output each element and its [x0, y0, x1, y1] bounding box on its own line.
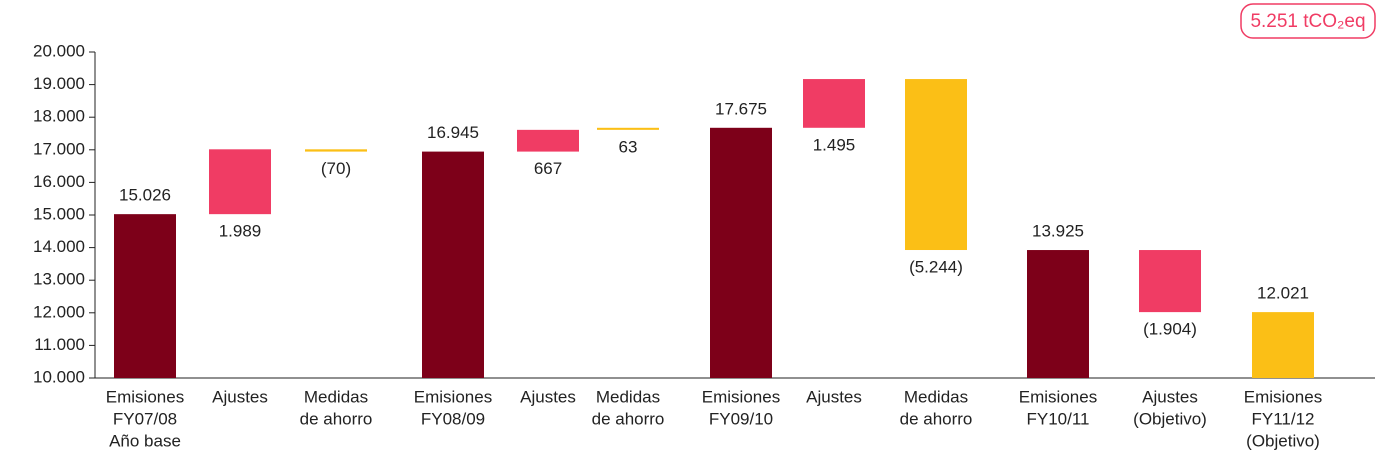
y-tick-label: 19.000	[33, 74, 85, 93]
value-label: 15.026	[119, 186, 171, 205]
x-tick-label: Ajustes	[806, 387, 862, 406]
y-tick-label: 18.000	[33, 107, 85, 126]
value-label: (70)	[321, 159, 351, 178]
bar	[114, 214, 176, 378]
x-tick-label: (Objetivo)	[1133, 409, 1207, 428]
value-label: 1.989	[219, 222, 262, 241]
value-label: 12.021	[1257, 284, 1309, 303]
badge-frame	[1240, 3, 1376, 39]
x-tick-label: Medidas	[596, 387, 660, 406]
x-tick-label: Emisiones	[106, 387, 184, 406]
y-tick-label: 13.000	[33, 270, 85, 289]
value-label: 17.675	[715, 99, 767, 118]
bar	[710, 127, 772, 378]
y-tick-label: 20.000	[33, 41, 85, 60]
value-label: 16.945	[427, 123, 479, 142]
bar	[597, 127, 659, 130]
x-tick-label: Ajustes	[1142, 387, 1198, 406]
x-tick-label: Emisiones	[702, 387, 780, 406]
x-tick-label: de ahorro	[900, 409, 973, 428]
value-label: (1.904)	[1143, 320, 1197, 339]
bar	[1139, 250, 1201, 313]
y-tick-label: 15.000	[33, 204, 85, 223]
x-tick-label: Medidas	[304, 387, 368, 406]
value-label: 1.495	[813, 135, 856, 154]
bar	[305, 149, 367, 152]
x-tick-label: Emisiones	[414, 387, 492, 406]
value-label: 667	[534, 159, 562, 178]
value-label: 63	[619, 137, 638, 156]
y-tick-label: 14.000	[33, 237, 85, 256]
x-tick-label: FY10/11	[1026, 409, 1089, 428]
x-tick-label: Emisiones	[1019, 387, 1097, 406]
value-label: (5.244)	[909, 257, 963, 276]
x-tick-label: de ahorro	[592, 409, 665, 428]
x-tick-label: FY09/10	[709, 409, 773, 428]
bar	[422, 151, 484, 378]
value-label: 13.925	[1032, 222, 1084, 241]
x-tick-label: (Objetivo)	[1246, 431, 1320, 450]
y-tick-label: 11.000	[34, 335, 85, 354]
bar	[517, 129, 579, 152]
bar	[905, 79, 967, 251]
x-tick-label: de ahorro	[300, 409, 373, 428]
x-tick-label: Medidas	[904, 387, 968, 406]
bar	[209, 149, 271, 215]
y-tick-label: 10.000	[33, 367, 85, 386]
x-tick-label: Ajustes	[212, 387, 268, 406]
x-tick-label: Emisiones	[1244, 387, 1322, 406]
y-tick-label: 16.000	[33, 172, 85, 191]
x-tick-label: Año base	[109, 431, 181, 450]
bar	[803, 79, 865, 128]
x-tick-label: Ajustes	[520, 387, 576, 406]
y-tick-label: 12.000	[33, 302, 85, 321]
bar	[1027, 250, 1089, 378]
x-tick-label: FY11/12	[1251, 409, 1314, 428]
bar	[1252, 312, 1314, 378]
x-tick-label: FY07/08	[113, 409, 177, 428]
y-tick-label: 17.000	[33, 139, 85, 158]
badge: 5.251 tCO₂eq	[1250, 11, 1365, 32]
x-tick-label: FY08/09	[421, 409, 485, 428]
